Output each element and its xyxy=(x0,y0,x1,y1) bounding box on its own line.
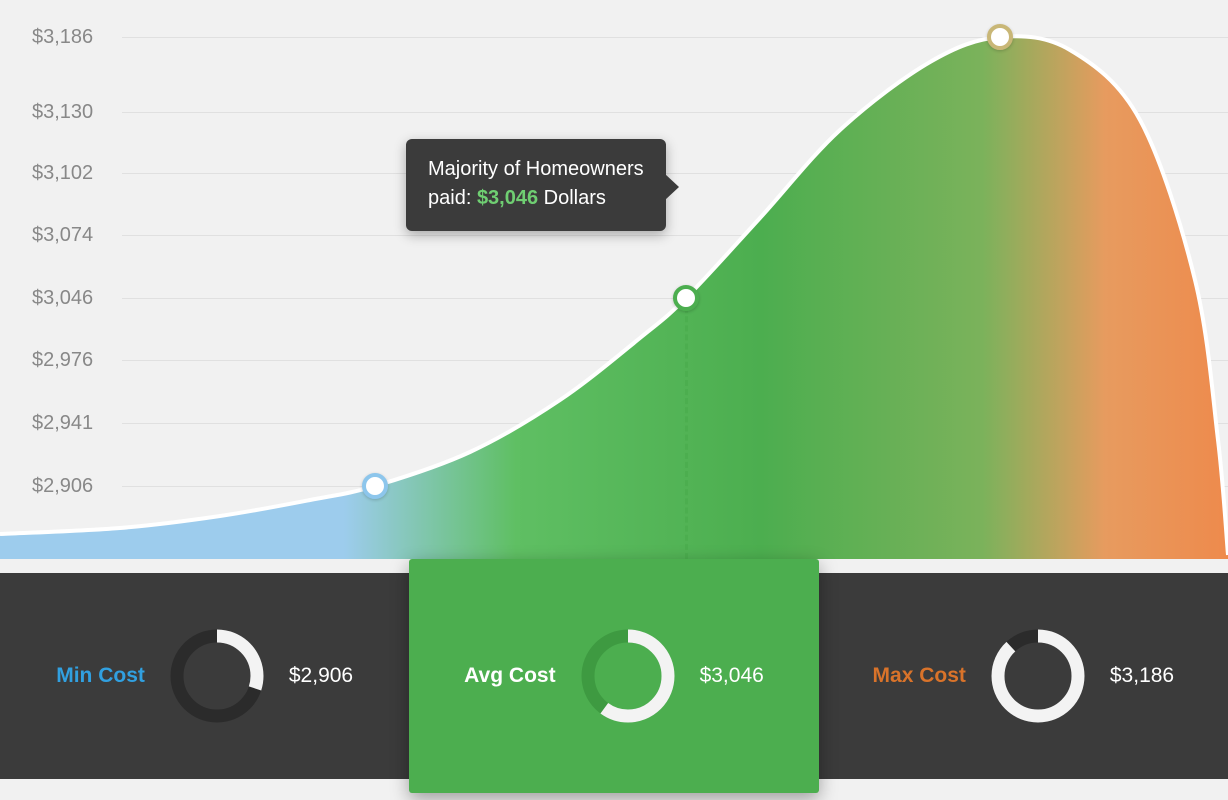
tooltip-line2: paid: $3,046 Dollars xyxy=(428,184,644,213)
avg-cost-title: Avg Cost xyxy=(464,664,555,688)
distribution-curve xyxy=(0,0,1228,559)
max-cost-title: Max Cost xyxy=(873,664,966,688)
avg-cost-marker xyxy=(673,285,699,311)
tooltip-amount: $3,046 xyxy=(477,187,538,209)
min-cost-value: $2,906 xyxy=(289,664,353,688)
max-cost-card: Max Cost $3,186 xyxy=(819,573,1228,779)
avg-cost-value: $3,046 xyxy=(700,664,764,688)
summary-cards: Min Cost $2,906 Avg Cost $3,046 Max Cost xyxy=(0,559,1228,779)
max-cost-value: $3,186 xyxy=(1110,664,1174,688)
tooltip-line1: Majority of Homeowners xyxy=(428,155,644,184)
max-cost-marker xyxy=(987,24,1013,50)
cost-distribution-chart: $2,906$2,941$2,976$3,046$3,074$3,102$3,1… xyxy=(0,0,1228,800)
avg-cost-tooltip: Majority of Homeowners paid: $3,046 Doll… xyxy=(406,139,666,231)
avg-cost-donut xyxy=(578,626,678,726)
chart-plot-area: $2,906$2,941$2,976$3,046$3,074$3,102$3,1… xyxy=(0,0,1228,559)
min-cost-donut xyxy=(167,626,267,726)
min-cost-marker xyxy=(362,473,388,499)
min-cost-card: Min Cost $2,906 xyxy=(0,573,409,779)
max-cost-donut xyxy=(988,626,1088,726)
min-cost-title: Min Cost xyxy=(56,664,145,688)
avg-indicator-line xyxy=(685,298,688,559)
tooltip-arrow-icon xyxy=(665,174,679,200)
avg-cost-card: Avg Cost $3,046 xyxy=(409,559,818,793)
